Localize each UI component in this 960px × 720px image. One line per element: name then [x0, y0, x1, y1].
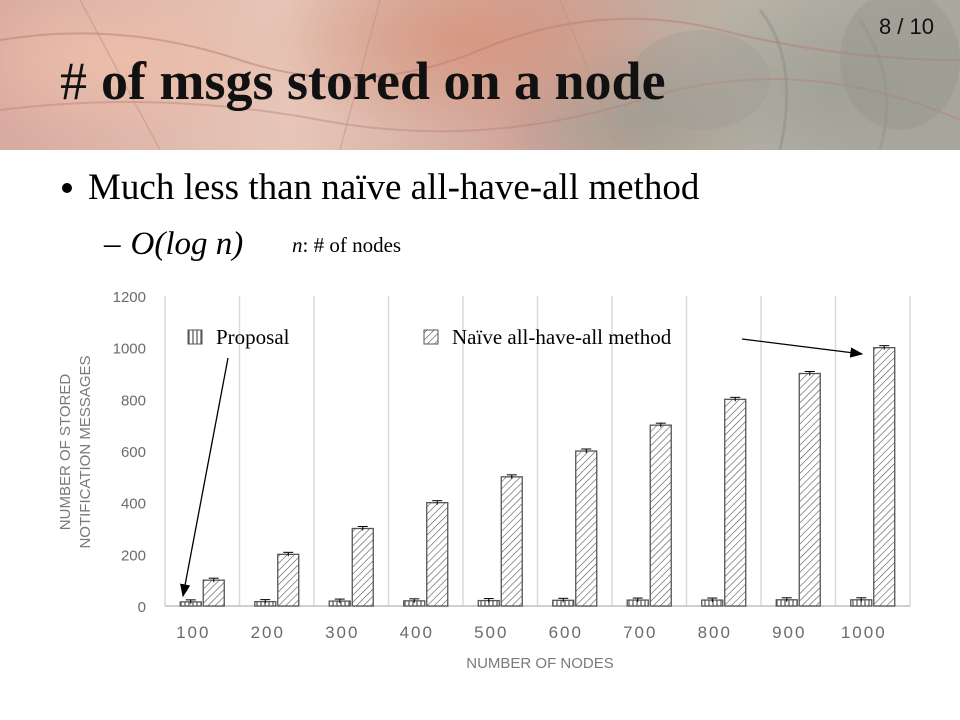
x-tick-labels: 100 200 300 400 500 600 700 800 900 1000	[176, 623, 887, 642]
x-tick-label: 200	[251, 623, 285, 642]
bar-naive	[575, 450, 598, 607]
map-background-image	[0, 0, 960, 150]
x-tick-label: 800	[698, 623, 732, 642]
y-tick-label: 200	[121, 547, 146, 564]
y-tick-label: 600	[121, 444, 146, 461]
annotation-arrow-proposal	[180, 357, 229, 598]
y-tick-label: 400	[121, 496, 146, 513]
legend-label-naive: Naïve all-have-all method	[452, 325, 672, 349]
x-tick-label: 400	[400, 623, 434, 642]
title-hash: #	[60, 51, 87, 111]
bar-naive	[500, 476, 523, 607]
y-tick-label: 1000	[113, 341, 146, 358]
x-axis-title: NUMBER OF NODES	[466, 655, 614, 672]
chart-bars	[179, 345, 896, 607]
x-tick-label: 1000	[841, 623, 887, 642]
bar-naive	[426, 502, 449, 607]
bullet-dot-icon	[62, 182, 72, 193]
legend: Proposal Naïve all-have-all method	[187, 325, 672, 349]
bar-naive	[724, 398, 747, 607]
variable-note: n: # of nodes	[292, 233, 401, 258]
bullet-point: Much less than naïve all-have-all method	[62, 166, 699, 209]
bar-naive	[351, 527, 374, 607]
y-axis-title: NUMBER OF STORED NOTIFICATION MESSAGES	[57, 355, 94, 548]
bar-naive	[277, 553, 300, 607]
note-variable: n	[292, 233, 303, 257]
x-tick-label: 300	[325, 623, 359, 642]
legend-label-proposal: Proposal	[216, 325, 290, 349]
slide-title: # of msgs stored on a node	[60, 50, 666, 112]
sub-bullet-dash: –	[104, 226, 121, 262]
bar-naive	[202, 579, 225, 607]
page-number: 8 / 10	[878, 14, 934, 39]
y-tick-labels: 0 200 400 600 800 1000 1200	[113, 289, 146, 616]
complexity-expression: O(log n)	[130, 226, 244, 262]
x-tick-label: 100	[176, 623, 210, 642]
bar-naive	[798, 372, 821, 607]
y-axis-title-line-2: NOTIFICATION MESSAGES	[77, 355, 94, 548]
annotation-arrow-naive	[741, 338, 864, 358]
x-tick-label: 500	[474, 623, 508, 642]
x-tick-label: 900	[772, 623, 806, 642]
legend-swatch-proposal	[187, 329, 203, 345]
y-tick-label: 1200	[113, 289, 146, 306]
y-tick-label: 0	[138, 599, 146, 616]
legend-swatch-naive	[423, 329, 439, 345]
y-tick-label: 800	[121, 392, 146, 409]
map-banner	[0, 0, 960, 150]
bar-naive	[873, 347, 896, 607]
x-tick-label: 700	[623, 623, 657, 642]
note-text: : # of nodes	[302, 233, 402, 257]
bar-naive	[649, 424, 672, 607]
y-axis-title-line-1: NUMBER OF STORED	[57, 374, 74, 531]
sub-bullet: – O(log n)	[104, 226, 243, 263]
x-tick-label: 600	[549, 623, 583, 642]
bullet-text: Much less than naïve all-have-all method	[88, 167, 700, 208]
title-text: of msgs stored on a node	[101, 51, 666, 111]
